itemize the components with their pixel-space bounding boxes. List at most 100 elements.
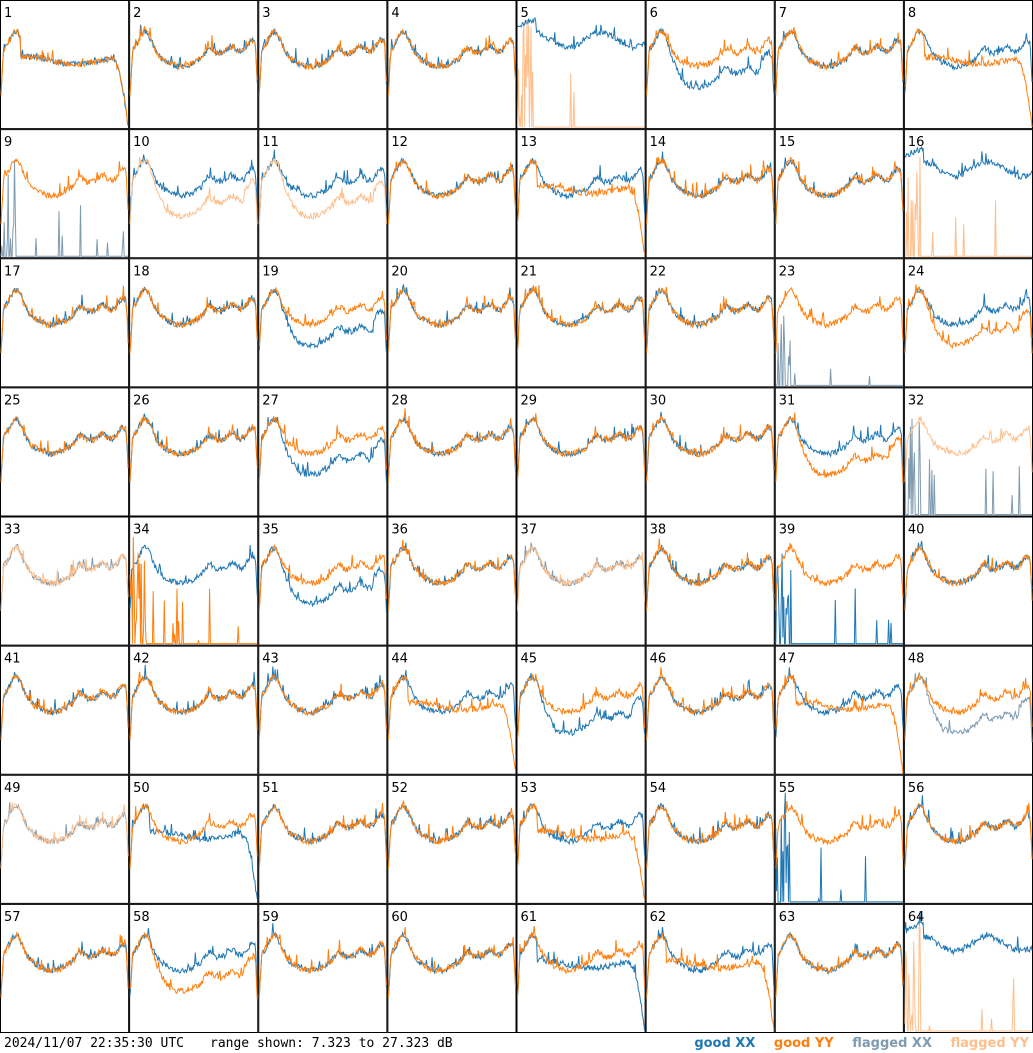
- panel-42: 42: [129, 645, 259, 775]
- panel-label: 48: [908, 652, 925, 667]
- series-yy: [646, 286, 775, 354]
- panel-23: 23: [774, 258, 904, 388]
- panel-38: 38: [645, 516, 775, 646]
- panel-label: 49: [4, 781, 21, 796]
- panel-55: 55: [774, 774, 904, 904]
- series-yy: [387, 287, 516, 354]
- panel-label: 7: [779, 6, 787, 21]
- series-yy: [0, 158, 129, 225]
- panel-label: 6: [650, 6, 658, 21]
- series-xx: [517, 17, 646, 52]
- panel-label: 27: [262, 393, 279, 408]
- panel-22: 22: [645, 258, 775, 388]
- panel-label: 56: [908, 781, 925, 796]
- series-xx: [775, 792, 903, 903]
- series-yy: [258, 802, 387, 869]
- panel-frame: [774, 0, 904, 130]
- panel-label: 63: [779, 910, 796, 925]
- panel-45: 45: [516, 645, 646, 775]
- panel-46: 46: [645, 645, 775, 775]
- legend: good XX good YY flagged XX flagged YY: [680, 1034, 1029, 1053]
- panel-label: 31: [779, 393, 796, 408]
- panel-frame: [516, 774, 646, 904]
- series-xx: [904, 671, 1033, 743]
- legend-good-xx: good XX: [694, 1036, 756, 1051]
- series-yy: [129, 156, 258, 225]
- series-yy: [904, 28, 1033, 128]
- panel-label: 60: [391, 910, 408, 925]
- panel-51: 51: [258, 774, 388, 904]
- panel-63: 63: [774, 903, 904, 1033]
- series-xx: [775, 667, 904, 738]
- panel-label: 55: [779, 781, 796, 796]
- panel-32: 32: [903, 387, 1033, 517]
- series-yy: [0, 415, 129, 483]
- panel-frame: [645, 258, 775, 388]
- panel-label: 8: [908, 6, 916, 21]
- panel-frame: [774, 516, 904, 646]
- series-yy: [387, 540, 516, 611]
- series-xx: [646, 27, 775, 93]
- panel-60: 60: [387, 903, 517, 1033]
- panel-label: 10: [133, 135, 150, 150]
- panel-label: 64: [908, 910, 925, 925]
- timestamp: 2024/11/07 22:35:30 UTC: [4, 1036, 185, 1051]
- panel-26: 26: [129, 387, 259, 517]
- panel-33: 33: [0, 516, 130, 646]
- series-yy: [904, 924, 1032, 1032]
- series-yy: [517, 21, 645, 128]
- series-yy: [646, 538, 775, 611]
- series-xx: [517, 158, 646, 222]
- series-yy: [0, 544, 129, 611]
- series-yy: [775, 412, 904, 484]
- panel-frame: [129, 387, 259, 517]
- panel-53: 53: [516, 774, 646, 904]
- panel-label: 34: [133, 523, 150, 538]
- series-yy: [517, 159, 646, 254]
- panel-label: 5: [521, 6, 529, 21]
- series-xx: [387, 30, 516, 93]
- panel-19: 19: [258, 258, 388, 388]
- series-yy: [129, 25, 258, 96]
- panel-label: 36: [391, 523, 408, 538]
- panel-label: 37: [521, 523, 538, 538]
- panel-57: 57: [0, 903, 130, 1033]
- panel-39: 39: [774, 516, 904, 646]
- panel-frame: [387, 903, 517, 1033]
- panel-label: 22: [650, 264, 667, 279]
- series-yy: [258, 416, 387, 482]
- panel-label: 20: [391, 264, 408, 279]
- panel-16: 16: [903, 129, 1033, 259]
- footer-bar: 2024/11/07 22:35:30 UTC range shown: 7.3…: [0, 1034, 1033, 1053]
- panel-frame: [774, 258, 904, 388]
- series-yy: [258, 932, 387, 998]
- series-yy: [775, 801, 904, 869]
- panel-frame: [387, 774, 517, 904]
- panel-44: 44: [387, 645, 517, 775]
- series-yy: [904, 415, 1033, 482]
- panel-15: 15: [774, 129, 904, 259]
- panel-label: 35: [262, 523, 279, 538]
- series-yy: [517, 413, 646, 482]
- panel-label: 19: [262, 264, 279, 279]
- panel-label: 39: [779, 523, 796, 538]
- series-yy: [258, 286, 387, 347]
- series-yy: [775, 156, 904, 225]
- panel-35: 35: [258, 516, 388, 646]
- panel-52: 52: [387, 774, 517, 904]
- panel-10: 10: [129, 129, 259, 259]
- panel-29: 29: [516, 387, 646, 517]
- panel-frame: [258, 903, 388, 1033]
- panel-frame: [258, 645, 388, 775]
- panel-24: 24: [903, 258, 1033, 388]
- panel-1: 1: [0, 0, 130, 130]
- panel-label: 18: [133, 264, 150, 279]
- series-yy: [387, 926, 516, 998]
- panel-3: 3: [258, 0, 388, 130]
- series-yy: [258, 28, 387, 96]
- panel-frame: [645, 516, 775, 646]
- panel-label: 13: [521, 135, 538, 150]
- panel-48: 48: [903, 645, 1033, 775]
- series-xx: [775, 553, 903, 645]
- series-yy: [387, 159, 516, 225]
